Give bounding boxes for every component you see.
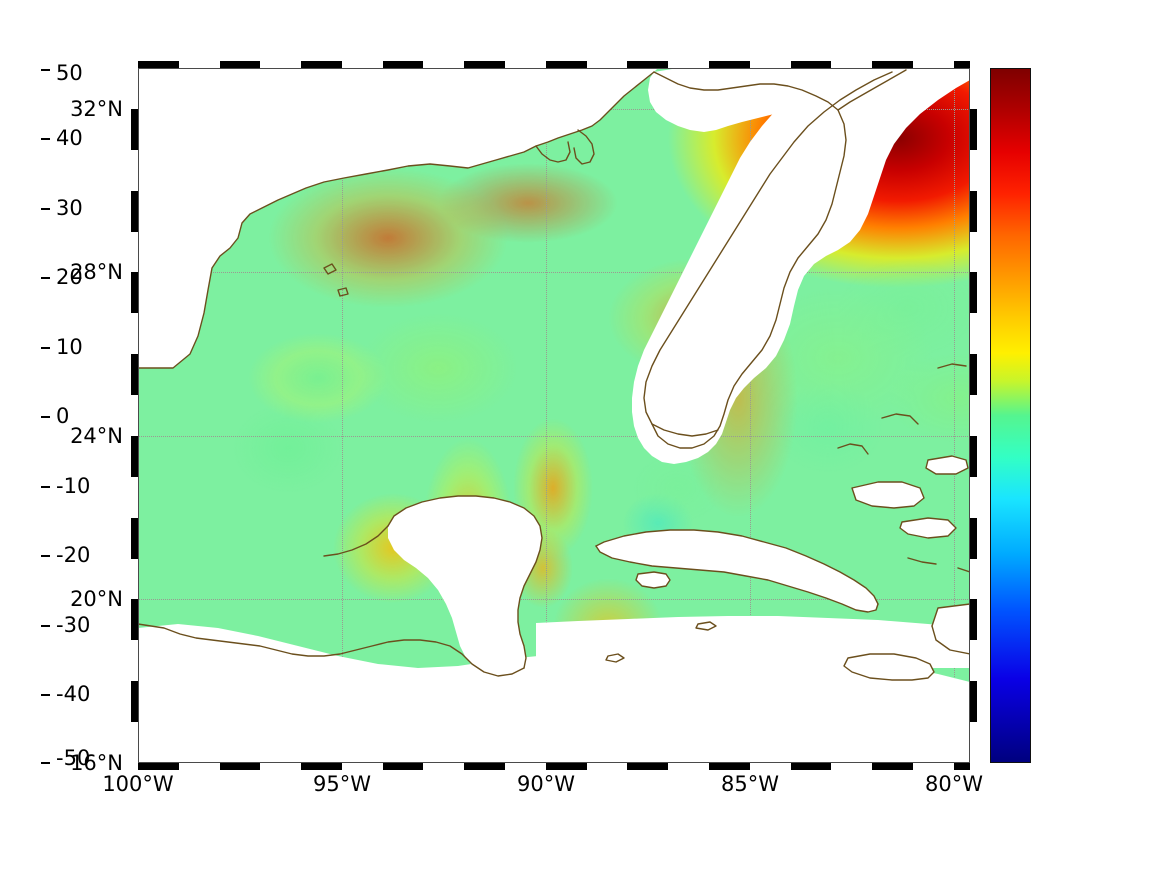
mask-central-america — [138, 624, 970, 763]
gridline-lon-90 — [546, 68, 547, 763]
mask-cuba — [596, 530, 878, 612]
colorbar-label-n50: -50 — [56, 746, 91, 770]
colorbar-label-n20: -20 — [56, 543, 91, 567]
map-border-left — [131, 61, 138, 770]
colorbar-tick-n20 — [41, 555, 50, 557]
mask-florida-peninsula — [632, 68, 970, 464]
colorbar-label-n30: -30 — [56, 613, 91, 637]
gridline-lon-95 — [342, 68, 343, 763]
mask-bahama-bank-3 — [926, 456, 968, 474]
gridline-lon-85 — [750, 68, 751, 763]
axes-frame-left — [138, 68, 139, 763]
mask-yucatan — [388, 496, 542, 680]
mask-hispaniola — [932, 604, 970, 654]
mask-bahama-bank-1 — [852, 482, 924, 508]
axes-frame-top — [138, 68, 970, 69]
gridline-lat-28 — [138, 272, 970, 273]
colorbar-label-30: 30 — [56, 196, 83, 220]
colorbar-tick-n50 — [41, 762, 50, 764]
xtick-label-1: 95°W — [313, 772, 371, 796]
xtick-label-2: 90°W — [517, 772, 575, 796]
colorbar[interactable] — [990, 68, 1031, 763]
mask-jamaica — [844, 654, 934, 680]
colorbar-tick-20 — [41, 277, 50, 279]
colorbar-tick-10 — [41, 347, 50, 349]
colorbar-tick-50 — [41, 69, 50, 71]
colorbar-gradient — [991, 69, 1030, 762]
map-border-bottom — [131, 763, 977, 770]
axes-frame-bottom — [138, 762, 970, 763]
coastline-and-land-overlay — [138, 68, 970, 763]
colorbar-tick-n30 — [41, 625, 50, 627]
colorbar-label-20: 20 — [56, 265, 83, 289]
ytick-label-1: 20°N — [70, 587, 123, 611]
colorbar-label-40: 40 — [56, 126, 83, 150]
ytick-label-4: 32°N — [70, 97, 123, 121]
colorbar-tick-n10 — [41, 486, 50, 488]
ytick-label-2: 24°N — [70, 424, 123, 448]
map-plot-area[interactable] — [138, 68, 970, 763]
land-mask-group — [138, 68, 970, 763]
gridline-lat-20 — [138, 599, 970, 600]
colorbar-label-0: 0 — [56, 404, 70, 428]
coastline-strokes — [138, 69, 970, 681]
gridline-lon-80 — [954, 68, 955, 763]
gridline-lat-24 — [138, 436, 970, 437]
axes-frame-right — [969, 68, 970, 763]
mask-north-america-west — [138, 68, 658, 368]
colorbar-label-n40: -40 — [56, 682, 91, 706]
colorbar-label-n10: -10 — [56, 474, 91, 498]
xtick-label-0: 100°W — [102, 772, 174, 796]
map-border-right — [970, 61, 977, 770]
mask-bahama-bank-2 — [900, 518, 956, 538]
colorbar-tick-n40 — [41, 694, 50, 696]
colorbar-label-10: 10 — [56, 335, 83, 359]
map-border-top — [131, 61, 977, 68]
colorbar-tick-40 — [41, 138, 50, 140]
ytick-label-3: 28°N — [70, 260, 123, 284]
colorbar-label-50: 50 — [56, 61, 83, 85]
mask-us-gulf-coast — [648, 68, 838, 132]
xtick-label-3: 85°W — [721, 772, 779, 796]
colorbar-tick-30 — [41, 208, 50, 210]
mask-isle-of-youth — [636, 572, 670, 588]
colorbar-tick-0 — [41, 416, 50, 418]
xtick-label-4: 80°W — [925, 772, 983, 796]
ytick-label-0: 16°N — [70, 751, 123, 775]
